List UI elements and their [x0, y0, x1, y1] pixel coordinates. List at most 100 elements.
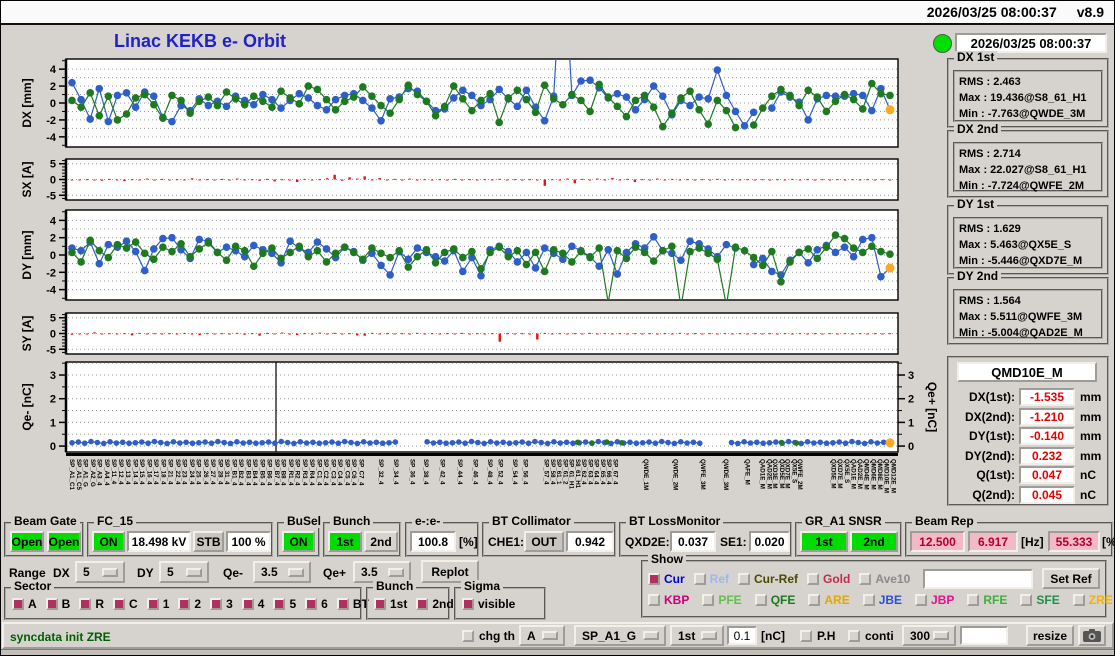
set-ref-button[interactable]: Set Ref [1042, 568, 1100, 589]
range-qep-label: Qe+ [323, 566, 347, 580]
svg-text:SP_R3_4: SP_R3_4 [301, 459, 308, 486]
bunch-1st-button[interactable]: 1st [328, 531, 362, 552]
svg-text:QMD12E_M: QMD12E_M [889, 459, 896, 493]
svg-text:SP_C5_4: SP_C5_4 [344, 459, 351, 486]
bpm-row-label: DX(1st): [968, 390, 1015, 404]
th-dropdown[interactable]: A [519, 625, 565, 646]
svg-text:2: 2 [50, 394, 56, 406]
svg-text:5: 5 [50, 159, 56, 171]
show-label: Gold [823, 571, 851, 586]
show-jbp: JBP [915, 593, 954, 607]
show-checkbox-ave10[interactable] [859, 572, 872, 585]
range-qem-dropdown[interactable]: 3.5 [253, 561, 311, 583]
show-checkbox-jbp[interactable] [915, 594, 928, 606]
show-label: Ave10 [875, 571, 911, 586]
conti-label: conti [865, 629, 894, 643]
set-ref-input[interactable] [923, 568, 1033, 589]
replot-button[interactable]: Replot [421, 560, 479, 583]
sector-checkbox-5[interactable] [273, 598, 286, 610]
busel-on-button[interactable]: ON [282, 531, 315, 552]
bunch-sel-checkbox-2nd[interactable] [416, 598, 429, 610]
svg-text:0: 0 [50, 441, 56, 453]
fc15-on-button[interactable]: ON [92, 531, 125, 552]
fc15-pct-field: 100 % [226, 531, 271, 552]
sector-checkbox-bt[interactable] [336, 598, 349, 610]
svg-text:SP_B7_4: SP_B7_4 [273, 459, 280, 486]
threshold-input[interactable]: 0.1 [727, 626, 757, 645]
svg-text:SP_56_4: SP_56_4 [522, 459, 529, 485]
show-checkbox-gold[interactable] [807, 572, 820, 585]
ph-checkbox[interactable] [800, 630, 812, 642]
screenshot-button[interactable] [1078, 625, 1106, 646]
fc15-stb-button[interactable]: STB [193, 531, 224, 552]
bt-collimator-title: BT Collimator [489, 514, 574, 529]
status-message: syncdata init ZRE [10, 630, 111, 644]
sector-checkbox-3[interactable] [210, 598, 223, 610]
sector-checkbox-4[interactable] [241, 598, 254, 610]
show-checkbox-qfe[interactable] [754, 594, 767, 606]
svg-text:SX [A]: SX [A] [20, 161, 34, 197]
show-sfe: SFE [1020, 593, 1060, 607]
svg-text:SP_17_4: SP_17_4 [152, 459, 159, 485]
show-checkbox-cur[interactable] [648, 572, 660, 585]
sector-checkbox-2[interactable] [178, 598, 191, 610]
sector-items: A B R C 1 2 3 4 5 6 BT [12, 597, 369, 611]
svg-text:SP_23_4: SP_23_4 [180, 459, 187, 485]
sector-checkbox-c[interactable] [113, 598, 126, 610]
gr-snsr-2nd-button[interactable]: 2nd [850, 531, 898, 552]
range-dy-dropdown[interactable]: 5 [159, 561, 209, 583]
show-checkbox-pfe[interactable] [702, 594, 715, 606]
bunch-sel-checkbox-1st[interactable] [374, 598, 386, 610]
bpm-selector[interactable]: QMD10E_M [957, 362, 1097, 382]
che1-out-button[interactable]: OUT [524, 531, 564, 552]
resize-button[interactable]: resize [1026, 625, 1074, 646]
bunch-sel-label: 1st [390, 597, 408, 611]
che1-label: CHE1: [488, 535, 525, 549]
show-checkbox-sfe[interactable] [1020, 594, 1033, 606]
show-label: KBP [664, 593, 690, 607]
sector-checkbox-a[interactable] [12, 598, 24, 610]
svg-text:DX [mm]: DX [mm] [20, 78, 34, 127]
bpm-row-unit: mm [1080, 429, 1102, 443]
range-qep-dropdown[interactable]: 3.5 [353, 561, 411, 583]
sigma-title: Sigma [461, 579, 504, 594]
show-checkbox-jbe[interactable] [862, 594, 875, 606]
beam-gate-open2-button[interactable]: Open [47, 531, 81, 552]
extra-input[interactable] [960, 626, 1008, 645]
show-checkbox-zre[interactable] [1072, 594, 1085, 606]
svg-text:-4: -4 [46, 285, 57, 297]
range-dx-dropdown[interactable]: 5 [75, 561, 125, 583]
sector-checkbox-6[interactable] [305, 598, 318, 610]
dropdown-indicator [933, 631, 949, 640]
chg-th-checkbox[interactable] [462, 630, 474, 642]
bpm-row-value: 0.047 [1019, 466, 1075, 484]
svg-text:QX5E_S: QX5E_S [843, 459, 850, 483]
show-checkbox-cur-ref[interactable] [738, 572, 751, 585]
bunch-2nd-button[interactable]: 2nd [364, 531, 398, 552]
sigma-items: visible [462, 597, 515, 611]
show-checkbox-ref[interactable] [693, 572, 706, 585]
stat-max: Max : 22.027@S8_61_H1 [959, 164, 1087, 176]
range-qem-label: Qe- [223, 566, 244, 580]
sector-label: C [129, 597, 138, 611]
sector-checkbox-r[interactable] [79, 598, 92, 610]
chart-sx: 5 0 -5 SX [A] [20, 158, 899, 202]
sector-checkbox-1[interactable] [146, 598, 159, 610]
svg-text:QXD7E_M: QXD7E_M [784, 459, 791, 489]
gr-snsr-1st-button[interactable]: 1st [800, 531, 848, 552]
show-checkbox-are[interactable] [808, 594, 821, 606]
svg-text:SP_A1_C5: SP_A1_C5 [75, 459, 82, 491]
page-title: Linac KEKB e- Orbit [114, 31, 287, 51]
svg-text:SP_28_4: SP_28_4 [216, 459, 223, 485]
show-are: ARE [808, 593, 850, 607]
count-dropdown[interactable]: 300 [902, 625, 956, 646]
bunch-dropdown[interactable]: 1st [670, 625, 724, 646]
sp-dropdown[interactable]: SP_A1_G [574, 625, 666, 646]
sigma-checkbox-visible[interactable] [462, 598, 474, 610]
conti-checkbox[interactable] [848, 630, 860, 642]
x-axis-labels: SP_A1_C1 SP_A1_C5 SP_A1_G SP_A2_G SP_A3_4 SP_… [66, 453, 898, 493]
show-checkbox-kbp[interactable] [648, 594, 660, 606]
beam-gate-open1-button[interactable]: Open [10, 531, 44, 552]
sector-checkbox-b[interactable] [45, 598, 58, 610]
show-checkbox-rfe[interactable] [967, 594, 980, 606]
